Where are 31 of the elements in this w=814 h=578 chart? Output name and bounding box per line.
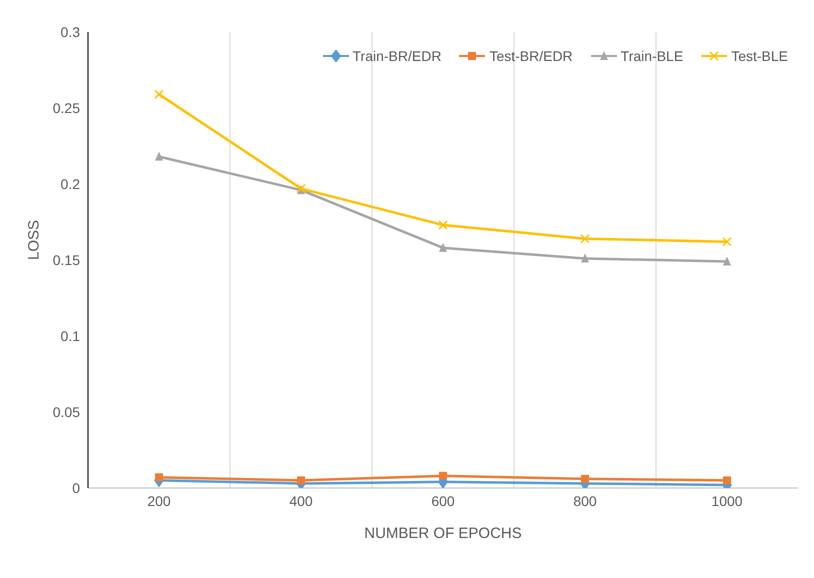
point (723, 256, 731, 266)
y-tick-label: 0.25 (52, 100, 80, 116)
x-tick-label: 1000 (711, 492, 743, 509)
point (438, 220, 448, 230)
y-tick-label: 0.15 (52, 252, 80, 268)
legend-label: Test-BR/EDR (489, 48, 573, 64)
y-tick-label: 0.05 (52, 404, 80, 420)
y-tick-label: 0 (72, 480, 80, 496)
point (154, 90, 164, 100)
y-axis-title: LOSS (25, 220, 42, 260)
point (439, 472, 447, 480)
legend-label: Train-BR/EDR (352, 48, 442, 64)
point (581, 474, 589, 483)
point (439, 242, 447, 252)
x-tick-label: 400 (289, 492, 313, 509)
point (297, 476, 305, 484)
y-tick-label: 0.1 (60, 328, 80, 344)
point (581, 253, 589, 262)
x-tick-label: 200 (147, 492, 171, 509)
y-tick-label: 0.3 (60, 24, 80, 40)
point (722, 237, 732, 247)
point (723, 476, 731, 484)
legend-label: Train-BLE (620, 48, 684, 64)
x-axis-title: NUMBER OF EPOCHS (364, 525, 522, 542)
legend-label: Test-BLE (731, 48, 788, 64)
x-tick-label: 800 (573, 492, 597, 509)
x-tick-label: 600 (431, 492, 455, 509)
point (155, 152, 163, 161)
point (580, 234, 590, 244)
y-tick-label: 0.2 (60, 176, 80, 192)
point (155, 473, 163, 482)
